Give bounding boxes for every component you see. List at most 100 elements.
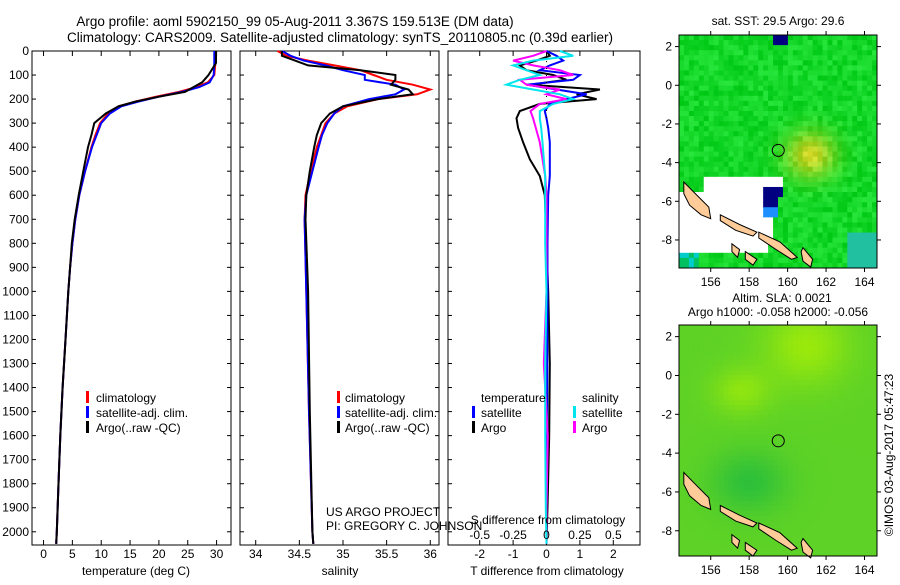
map-cell [763,171,769,178]
map-cell [812,475,818,482]
map-cell [679,176,685,183]
map-cell [738,247,744,254]
map-cell [872,131,878,137]
map-cell [832,247,838,254]
map-cell [797,490,804,497]
map-cell [792,70,799,76]
map-cell [763,35,769,41]
map-cell [688,85,695,92]
map-cell [822,475,828,482]
map-cell [837,110,843,117]
map-cell [743,505,749,512]
map-cell [763,510,769,517]
map-cell [842,385,848,391]
map-cell [787,465,794,472]
map-cell [713,35,719,41]
map-cell [679,425,685,431]
sla-map-subtitle: Argo h1000: -0.058 h2000: -0.056 [688,305,868,319]
map-cell [733,131,739,137]
map-cell [713,247,719,254]
map-cell [679,365,685,371]
map-cell [728,262,734,269]
map-cell [723,45,729,51]
map-cell [723,515,729,522]
map-cell [713,495,719,502]
map-cell [857,227,863,233]
map-cell [713,520,719,527]
map-cell [743,470,749,477]
map-cell [852,35,858,41]
map-cell [827,100,833,107]
map-cell [698,465,705,472]
map-cell [782,380,789,386]
map-cell [827,345,833,351]
map-cell [842,520,848,527]
map-cell [807,430,814,436]
map-cell [743,166,749,173]
map-cell [778,340,784,346]
map-cell [733,70,739,76]
map-cell [748,480,754,487]
map-cell [723,70,729,76]
map-cell [827,355,833,361]
map-cell [862,370,868,376]
map-cell [847,405,853,411]
map-cell [842,75,848,81]
map-cell [693,217,700,223]
map-cell [787,257,794,264]
map-cell [733,500,739,507]
map-cell [758,465,764,472]
map-cell [872,420,878,426]
map-cell [768,156,774,163]
map-cell [867,85,873,92]
map-cell [688,520,695,527]
map-cell [832,35,838,41]
map-cell [867,192,873,198]
map-cell [748,465,754,472]
map-cell [832,325,838,331]
map-cell [723,257,729,264]
map-cell [842,515,848,522]
map-cell [708,131,715,137]
map-cell [872,355,878,361]
map-cell [693,550,700,557]
map-cell [763,141,769,147]
map-cell [708,110,715,117]
map-cell [763,480,769,487]
map-cell [683,550,690,557]
map-cell [807,450,814,456]
map-cell [743,510,749,517]
map-cell [797,85,804,92]
map-cell [753,450,759,456]
map-cell [867,405,873,411]
map-cell [852,495,858,502]
map-cell [807,405,814,411]
map-cell [778,480,784,487]
map-cell [867,415,873,421]
map-cell [768,375,774,381]
map-cell [847,237,853,244]
map-cell [733,85,739,92]
map-cell [847,227,853,233]
map-cell [679,146,685,152]
map-cell [679,181,685,188]
map-cell [822,455,828,461]
map-cell [708,325,715,331]
map-cell [787,70,794,76]
map-cell [688,425,695,431]
map-cell [812,330,818,336]
map-cell [753,232,759,239]
map-cell [802,161,809,168]
map-cell [837,330,843,336]
map-cell [852,325,858,331]
map-cell [718,385,724,391]
map-cell [827,330,833,336]
map-cell [837,405,843,411]
map-cell [778,161,784,168]
map-cell [703,405,710,411]
map-cell [812,415,818,421]
map-cell [778,435,784,441]
map-cell [842,202,848,208]
map-cell [847,385,853,391]
map-cell [679,197,685,203]
